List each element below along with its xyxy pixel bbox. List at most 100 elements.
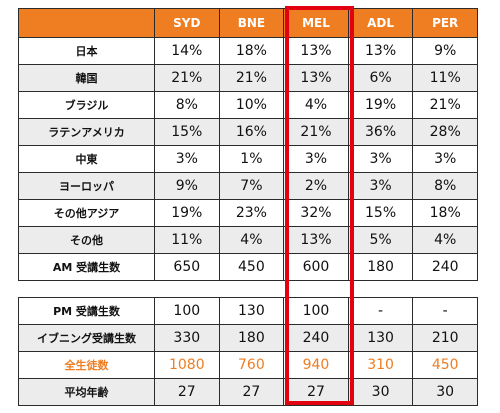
row-europe: ヨーロッパ 9% 7% 2% 3% 8% <box>18 172 478 200</box>
col-header-per: PER <box>412 8 478 38</box>
header-row: SYD BNE MEL ADL PER <box>18 8 478 38</box>
row-label: その他 <box>18 226 155 254</box>
cell: 27 <box>218 378 285 406</box>
cell: 16% <box>218 118 285 146</box>
cell: 330 <box>154 324 220 352</box>
row-label: ヨーロッパ <box>18 172 155 200</box>
cell: 19% <box>154 199 220 227</box>
row-label: その他アジア <box>18 199 155 227</box>
row-average-age: 平均年齢 27 27 27 30 30 <box>18 378 478 406</box>
row-evening-students: イブニング受講生数 330 180 240 130 210 <box>18 324 478 352</box>
row-brazil: ブラジル 8% 10% 4% 19% 21% <box>18 91 478 119</box>
row-am-students: AM 受講生数 650 450 600 180 240 <box>18 253 478 281</box>
cell: 21% <box>283 118 349 146</box>
cell: 28% <box>412 118 478 146</box>
cell: 310 <box>347 351 414 379</box>
cell: 13% <box>283 64 349 92</box>
cell: 11% <box>412 64 478 92</box>
cell: - <box>347 297 414 325</box>
row-other: その他 11% 4% 13% 5% 4% <box>18 226 478 254</box>
cell: 21% <box>412 91 478 119</box>
cell: 8% <box>412 172 478 200</box>
cell: 18% <box>218 37 285 65</box>
cell: 21% <box>154 64 220 92</box>
cell: 130 <box>347 324 414 352</box>
cell: 23% <box>218 199 285 227</box>
cell: 13% <box>283 226 349 254</box>
cell: 6% <box>347 64 414 92</box>
cell: 1080 <box>154 351 220 379</box>
row-pm-students: PM 受講生数 100 130 100 - - <box>18 297 478 325</box>
cell: 14% <box>154 37 220 65</box>
cell: 7% <box>218 172 285 200</box>
cell: 21% <box>218 64 285 92</box>
cell: 650 <box>154 253 220 281</box>
cell: 36% <box>347 118 414 146</box>
cell: 9% <box>412 37 478 65</box>
row-other-asia: その他アジア 19% 23% 32% 15% 18% <box>18 199 478 227</box>
cell: 13% <box>347 37 414 65</box>
row-label: PM 受講生数 <box>18 297 155 325</box>
col-header-mel: MEL <box>283 8 349 38</box>
cell: 130 <box>218 297 285 325</box>
header-corner <box>18 8 155 38</box>
cell: 9% <box>154 172 220 200</box>
cell: 15% <box>347 199 414 227</box>
row-japan: 日本 14% 18% 13% 13% 9% <box>18 37 478 65</box>
cell: 3% <box>347 172 414 200</box>
cell: 30 <box>412 378 478 406</box>
row-middle-east: 中東 3% 1% 3% 3% 3% <box>18 145 478 173</box>
cell: 240 <box>412 253 478 281</box>
cell: 760 <box>218 351 285 379</box>
row-label: ラテンアメリカ <box>18 118 155 146</box>
row-label: ブラジル <box>18 91 155 119</box>
student-stats-table: SYD BNE MEL ADL PER 日本 14% 18% 13% 13% 9… <box>18 8 478 281</box>
cell: 19% <box>347 91 414 119</box>
cell: 4% <box>412 226 478 254</box>
cell: 8% <box>154 91 220 119</box>
cell: 210 <box>412 324 478 352</box>
cell: 100 <box>154 297 220 325</box>
cell: 3% <box>412 145 478 173</box>
row-total-students: 全生徒数 1080 760 940 310 450 <box>18 351 478 379</box>
cell: 180 <box>347 253 414 281</box>
cell: 940 <box>283 351 349 379</box>
cell: 3% <box>283 145 349 173</box>
row-label: AM 受講生数 <box>18 253 155 281</box>
row-label: 日本 <box>18 37 155 65</box>
cell: 27 <box>283 378 349 406</box>
row-label: 韓国 <box>18 64 155 92</box>
cell: 3% <box>154 145 220 173</box>
cell: 240 <box>283 324 349 352</box>
row-korea: 韓国 21% 21% 13% 6% 11% <box>18 64 478 92</box>
cell: - <box>412 297 478 325</box>
cell: 4% <box>218 226 285 254</box>
cell: 10% <box>218 91 285 119</box>
cell: 11% <box>154 226 220 254</box>
cell: 450 <box>412 351 478 379</box>
student-totals-table: PM 受講生数 100 130 100 - - イブニング受講生数 330 18… <box>18 297 478 406</box>
row-latin-america: ラテンアメリカ 15% 16% 21% 36% 28% <box>18 118 478 146</box>
cell: 1% <box>218 145 285 173</box>
cell: 13% <box>283 37 349 65</box>
row-label: 全生徒数 <box>18 351 155 379</box>
cell: 18% <box>412 199 478 227</box>
col-header-syd: SYD <box>154 8 220 38</box>
cell: 600 <box>283 253 349 281</box>
row-label: 中東 <box>18 145 155 173</box>
cell: 180 <box>218 324 285 352</box>
col-header-bne: BNE <box>218 8 285 38</box>
cell: 32% <box>283 199 349 227</box>
row-label: 平均年齢 <box>18 378 155 406</box>
cell: 27 <box>154 378 220 406</box>
cell: 30 <box>347 378 414 406</box>
cell: 3% <box>347 145 414 173</box>
row-label: イブニング受講生数 <box>18 324 155 352</box>
cell: 2% <box>283 172 349 200</box>
cell: 5% <box>347 226 414 254</box>
cell: 450 <box>218 253 285 281</box>
cell: 4% <box>283 91 349 119</box>
cell: 15% <box>154 118 220 146</box>
col-header-adl: ADL <box>347 8 414 38</box>
cell: 100 <box>283 297 349 325</box>
